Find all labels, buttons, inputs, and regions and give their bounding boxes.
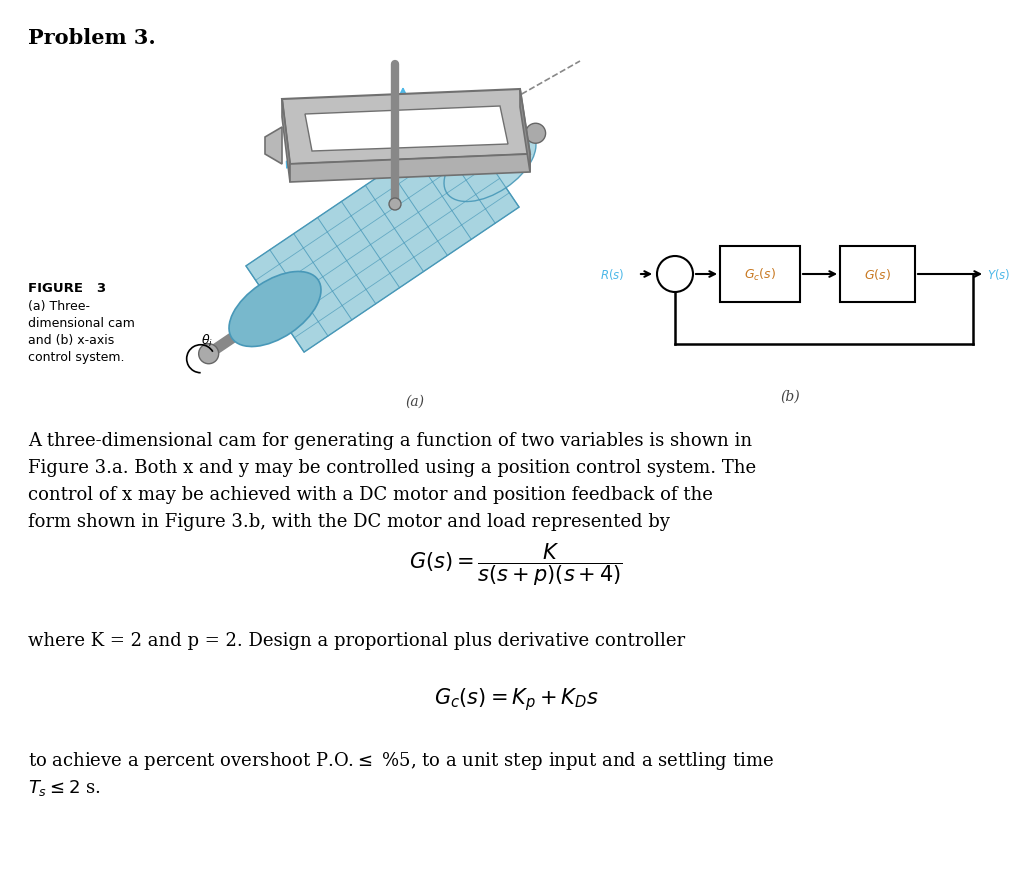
- Polygon shape: [520, 90, 530, 173]
- Ellipse shape: [229, 272, 321, 347]
- Text: $R(s)$: $R(s)$: [600, 267, 624, 283]
- Text: (a) Three-: (a) Three-: [28, 299, 90, 313]
- Text: $y_0$: $y_0$: [409, 118, 424, 131]
- Text: control system.: control system.: [28, 350, 125, 364]
- Text: $G_c(s) = K_p + K_D s$: $G_c(s) = K_p + K_D s$: [433, 686, 599, 713]
- Text: +: +: [676, 262, 685, 272]
- Polygon shape: [265, 128, 282, 164]
- Text: $G(s)$: $G(s)$: [864, 267, 891, 283]
- Circle shape: [199, 344, 219, 365]
- Text: $G(s) = \dfrac{K}{s(s + p)(s + 4)}$: $G(s) = \dfrac{K}{s(s + p)(s + 4)}$: [409, 541, 623, 587]
- Polygon shape: [282, 90, 530, 164]
- Text: Figure 3.a. Both x and y may be controlled using a position control system. The: Figure 3.a. Both x and y may be controll…: [28, 459, 756, 477]
- Circle shape: [657, 257, 694, 292]
- Text: dimensional cam: dimensional cam: [28, 316, 135, 330]
- Bar: [840, 247, 915, 303]
- Text: (b): (b): [780, 390, 800, 403]
- Circle shape: [525, 124, 546, 144]
- Text: Problem 3.: Problem 3.: [28, 28, 156, 48]
- Text: control of x may be achieved with a DC motor and position feedback of the: control of x may be achieved with a DC m…: [28, 485, 713, 503]
- Circle shape: [389, 198, 401, 211]
- Text: form shown in Figure 3.b, with the DC motor and load represented by: form shown in Figure 3.b, with the DC mo…: [28, 512, 670, 530]
- Polygon shape: [305, 107, 508, 152]
- Text: to achieve a percent overshoot P.O.$\leq$ %5, to a unit step input and a settlin: to achieve a percent overshoot P.O.$\leq…: [28, 749, 774, 772]
- Text: $x_i$: $x_i$: [310, 168, 322, 181]
- Polygon shape: [290, 155, 530, 182]
- Text: $G_c(s)$: $G_c(s)$: [744, 266, 776, 283]
- Bar: [720, 247, 800, 303]
- Text: A three-dimensional cam for generating a function of two variables is shown in: A three-dimensional cam for generating a…: [28, 432, 752, 450]
- Ellipse shape: [444, 127, 536, 202]
- Text: $T_s \leq 2$ s.: $T_s \leq 2$ s.: [28, 777, 101, 797]
- Polygon shape: [246, 122, 519, 353]
- Text: and (b) x-axis: and (b) x-axis: [28, 333, 115, 347]
- Text: (a): (a): [406, 394, 424, 409]
- Text: $\theta_i$: $\theta_i$: [200, 333, 213, 349]
- Polygon shape: [282, 100, 290, 182]
- Text: −: −: [655, 274, 667, 286]
- Text: where K = 2 and p = 2. Design a proportional plus derivative controller: where K = 2 and p = 2. Design a proporti…: [28, 631, 685, 649]
- Text: $Y(s)$: $Y(s)$: [987, 267, 1010, 283]
- Text: FIGURE   3: FIGURE 3: [28, 282, 106, 295]
